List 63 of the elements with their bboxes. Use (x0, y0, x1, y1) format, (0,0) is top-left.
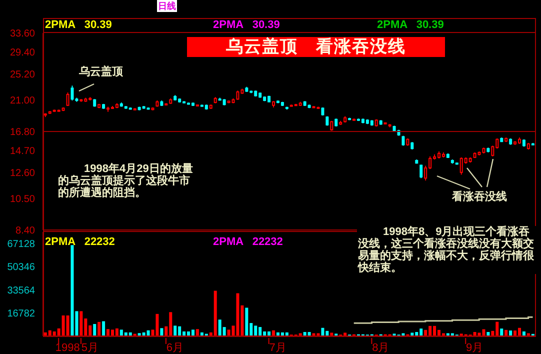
y-tick-label: 21.00 (10, 95, 36, 106)
y-tick-label: 16782 (7, 308, 36, 320)
bar (115, 328, 118, 336)
y-tick-label: 29.40 (10, 48, 36, 59)
x-tick-label: 8月 (372, 342, 390, 354)
annotation: 1998年4月29日的放量的乌云盖顶提示了这段牛市的所遭遇的阻挡。 (58, 163, 194, 199)
bar (174, 326, 177, 336)
bar (191, 330, 194, 336)
text: 2PMA 30.39 (377, 19, 444, 31)
bar (80, 311, 83, 336)
y-tick-label: 33564 (7, 285, 36, 296)
bar (196, 329, 199, 336)
bar (106, 329, 110, 336)
bar (160, 328, 164, 336)
y-tick-label: 14.70 (10, 146, 36, 158)
y-tick-label: 67128 (7, 238, 36, 250)
bar (514, 330, 517, 336)
bar (500, 328, 504, 336)
bar (93, 324, 96, 336)
bar (102, 321, 106, 336)
bar (321, 328, 324, 336)
candlestick (70, 85, 74, 101)
x-tick-label: 6月 (166, 342, 184, 354)
bar (509, 330, 512, 336)
bar (424, 330, 428, 336)
bar (330, 332, 334, 336)
bar (312, 333, 316, 336)
bar (70, 245, 74, 336)
bar (298, 333, 302, 336)
bar (410, 332, 414, 336)
y-tick-label: 25.20 (10, 69, 36, 80)
annotation: 乌云盖顶 (79, 66, 123, 78)
text: 2PMA 30.39 (45, 19, 112, 31)
bar (526, 333, 530, 336)
candlestick (420, 164, 423, 179)
bar (478, 332, 481, 336)
x-tick-label: 7月 (269, 342, 286, 354)
annotation: 1998年8、9月出现三个看涨吞没线，这三个看涨吞没线没有大额交易量的支持，涨幅不大，反弹行情很快结束。 (357, 226, 539, 274)
bar (504, 330, 508, 336)
candlestick (66, 92, 70, 107)
y-tick-label: 12.60 (10, 168, 36, 179)
bar (98, 322, 101, 336)
x-tick-label: 5月 (81, 342, 99, 354)
bar (442, 333, 445, 336)
bar (214, 290, 217, 336)
annotation: 2PMA 22232 (213, 236, 283, 248)
bar (245, 308, 248, 336)
y-tick-label: 33.60 (10, 28, 36, 40)
x-tick-label: 1998 (55, 342, 80, 354)
x-tick-label: 9月 (466, 342, 484, 354)
bar (66, 315, 70, 336)
text: 2PMA 30.39 (213, 19, 280, 31)
y-tick-label: 16.80 (10, 127, 36, 138)
annotation: 看涨吞没线 (452, 191, 507, 203)
bar (227, 330, 230, 336)
candlestick (236, 90, 240, 100)
y-tick-label: 50346 (7, 262, 36, 274)
y-tick-label: 8.40 (16, 226, 36, 237)
text: 日线 (157, 0, 177, 12)
annotation: 2PMA 22232 (45, 236, 115, 248)
title-banner: 乌云盖顶 看涨吞没线 (187, 37, 445, 57)
bar (316, 333, 320, 336)
y-tick-label: 10.50 (10, 194, 36, 205)
